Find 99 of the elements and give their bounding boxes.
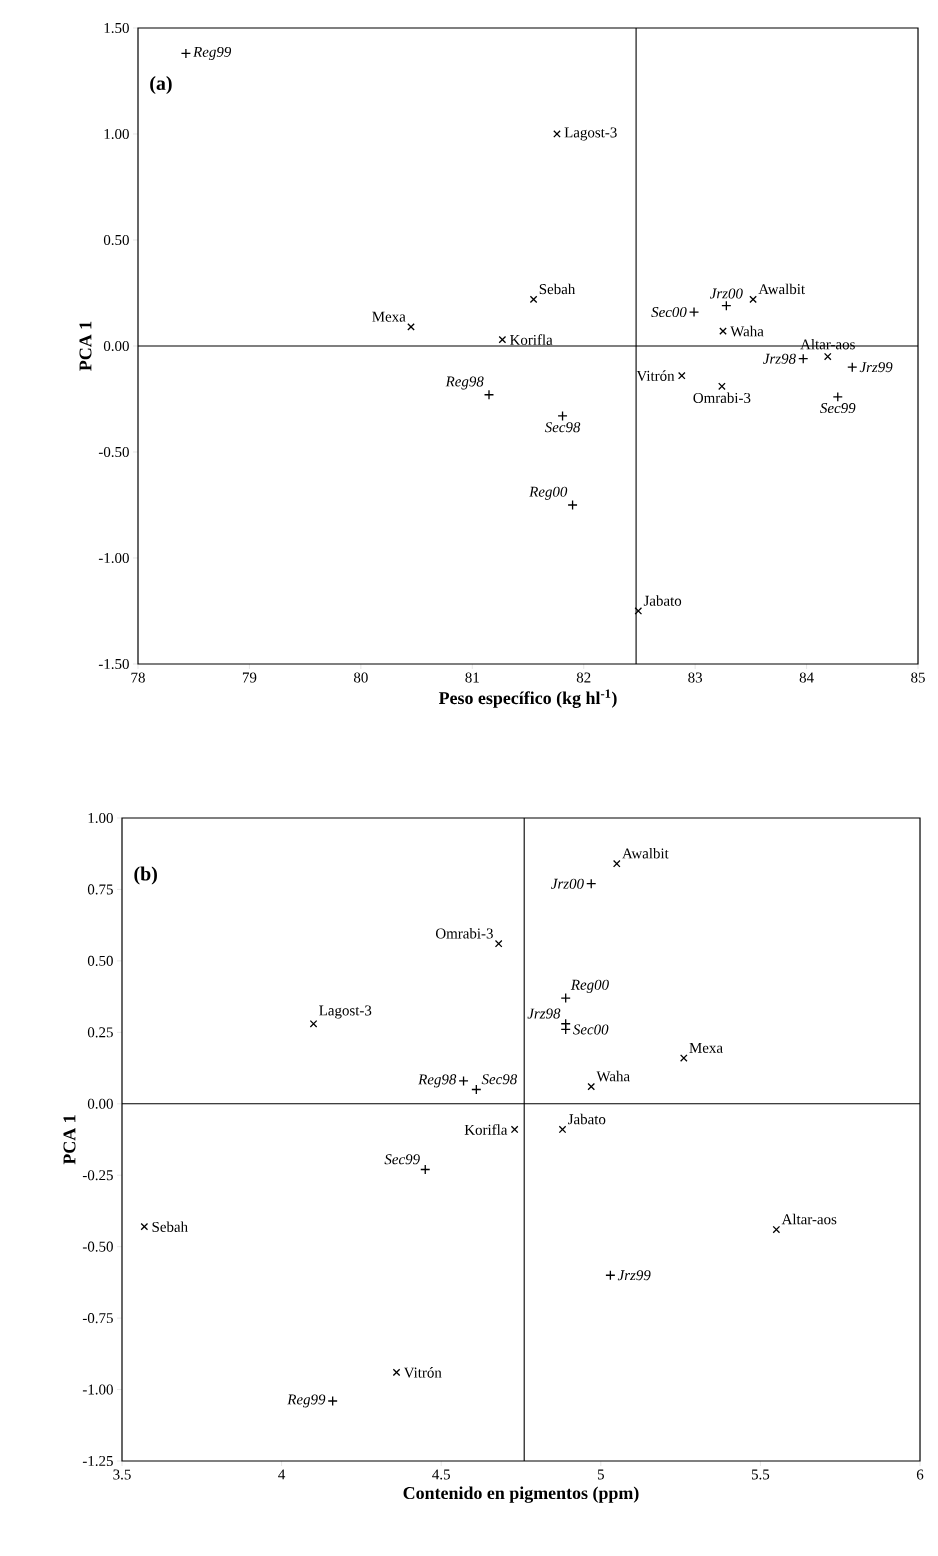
data-label: Reg99 — [287, 1394, 326, 1408]
x-tick-label: 78 — [131, 672, 145, 683]
data-label: Sec99 — [384, 1154, 420, 1165]
data-label: Jrz00 — [551, 878, 584, 889]
data-label: Reg00 — [529, 486, 568, 500]
data-label: Sec98 — [481, 1074, 518, 1085]
data-label: Jrz98 — [763, 353, 796, 364]
y-tick-label: 0.25 — [87, 1027, 113, 1038]
data-label: Sec00 — [573, 1024, 609, 1035]
data-label: Omrabi-3 — [435, 928, 493, 939]
data-label: Sebah — [152, 1221, 188, 1232]
point — [567, 499, 578, 511]
y-tick-label: -1.00 — [98, 552, 129, 564]
data-label: Reg00 — [570, 979, 609, 993]
x-tick-label: 5 — [597, 1469, 604, 1480]
point — [309, 1019, 318, 1028]
x-tick-label: 81 — [465, 672, 479, 683]
annotation: (b) — [134, 866, 157, 885]
point — [560, 992, 571, 1004]
data-label: Jrz00 — [709, 288, 743, 299]
y-tick-label: -1.25 — [82, 1455, 113, 1467]
x-tick-label: 3.5 — [113, 1469, 131, 1480]
x-tick-label: 84 — [799, 672, 814, 683]
annotation: (a) — [150, 76, 172, 95]
point — [677, 371, 686, 380]
point — [679, 1054, 688, 1062]
x-tick-label: 79 — [242, 672, 257, 683]
data-label: Jrz99 — [617, 1270, 651, 1281]
point — [832, 391, 843, 402]
point — [557, 410, 568, 422]
data-label: Jrz99 — [859, 362, 893, 373]
point — [587, 1082, 596, 1091]
y-tick-label: -0.25 — [82, 1170, 113, 1181]
y-tick-label: 1.50 — [104, 22, 129, 34]
data-label: Korifla — [510, 334, 553, 345]
data-label: Vitrón — [636, 370, 675, 381]
point — [749, 295, 757, 304]
data-label: Waha — [730, 325, 764, 337]
y-tick-label: 0.75 — [87, 884, 113, 895]
y-tick-label: 0.00 — [87, 1098, 113, 1109]
y-tick-label: 1.00 — [88, 812, 113, 824]
y-tick-label: 0.00 — [103, 340, 129, 352]
point — [719, 327, 727, 335]
data-label: Jabato — [643, 595, 682, 606]
data-label: Lagost-3 — [564, 127, 617, 141]
point — [772, 1225, 781, 1234]
point — [483, 389, 495, 400]
data-label: Reg98 — [445, 376, 484, 390]
data-label: Awalbit — [622, 848, 669, 859]
data-label: Waha — [596, 1070, 630, 1082]
y-tick-label: 0.50 — [103, 234, 129, 246]
data-label: Sebah — [539, 283, 576, 295]
y-tick-label: -0.75 — [82, 1313, 113, 1324]
y-axis-title: PCA 1 — [79, 321, 92, 371]
data-label: Mexa — [689, 1042, 723, 1053]
point — [688, 306, 700, 318]
x-tick-label: 5.5 — [751, 1469, 770, 1480]
point — [458, 1075, 469, 1087]
point — [634, 607, 643, 615]
point — [510, 1125, 519, 1134]
x-tick-label: 4.5 — [432, 1469, 450, 1480]
y-tick-label: -0.50 — [82, 1241, 113, 1252]
data-label: Reg98 — [418, 1074, 457, 1088]
data-label: Mexa — [372, 311, 406, 322]
point — [180, 48, 192, 59]
point — [718, 382, 726, 391]
y-tick-label: -0.50 — [98, 446, 129, 458]
data-label: Sec00 — [651, 307, 687, 318]
y-tick-label: 0.50 — [87, 955, 113, 966]
x-tick-label: 82 — [576, 672, 591, 683]
data-label: Korifla — [464, 1124, 508, 1135]
y-tick-label: -1.00 — [82, 1384, 113, 1395]
data-label: Vitrón — [403, 1367, 442, 1378]
data-label: Sec98 — [544, 422, 581, 433]
x-tick-label: 4 — [278, 1469, 286, 1480]
y-tick-label: -1.50 — [98, 658, 129, 670]
point — [327, 1395, 338, 1407]
x-tick-label: 80 — [353, 672, 368, 683]
data-label: Jrz98 — [527, 1008, 561, 1019]
y-tick-label: 1.00 — [104, 128, 129, 140]
data-label: Omrabi-3 — [693, 392, 751, 403]
point — [529, 295, 538, 304]
data-label: Altar-aos — [800, 338, 855, 350]
y-axis-title: PCA 1 — [63, 1115, 76, 1165]
x-tick-label: 6 — [916, 1469, 924, 1480]
data-label: Sec99 — [820, 403, 856, 414]
point — [494, 939, 503, 948]
x-axis-title: Peso específico (kg hl$^{-1}$) — [438, 689, 617, 708]
data-label: Altar-aos — [781, 1213, 837, 1225]
data-label: Awalbit — [758, 283, 805, 295]
x-tick-label: 83 — [688, 672, 703, 683]
data-label: Lagost-3 — [319, 1005, 372, 1019]
data-label: Reg99 — [193, 46, 232, 60]
point — [407, 323, 415, 331]
data-label: Jabato — [568, 1113, 606, 1125]
x-tick-label: 85 — [911, 672, 925, 683]
point — [392, 1368, 401, 1377]
point — [823, 352, 832, 361]
x-axis-title: Contenido en pigmentos (ppm) — [403, 1486, 639, 1503]
